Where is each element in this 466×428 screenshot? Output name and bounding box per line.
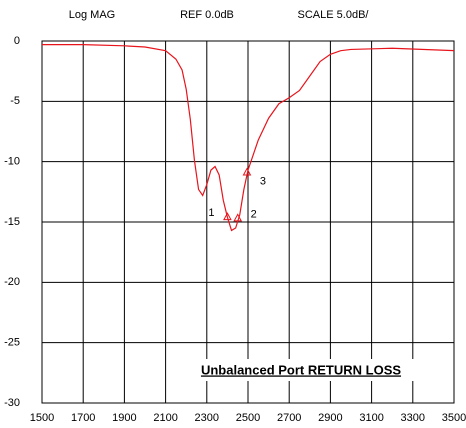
- x-tick-label: 1900: [112, 412, 136, 424]
- x-tick-label: 3100: [359, 412, 383, 424]
- y-tick-label: -20: [4, 276, 20, 288]
- plot-border: [41, 40, 455, 404]
- marker-label: 1: [208, 207, 214, 219]
- marker-label: 3: [260, 175, 266, 187]
- annotation-box: [178, 359, 424, 381]
- trace: [42, 44, 455, 232]
- x-tick-label: 1500: [30, 412, 54, 424]
- y-tick-label: -30: [4, 397, 20, 409]
- marker: [233, 213, 243, 222]
- x-tick-label: 2900: [318, 412, 342, 424]
- x-tick-label: 2300: [195, 412, 219, 424]
- x-tick-label: 2700: [277, 412, 301, 424]
- y-tick-label: -25: [4, 337, 20, 349]
- marker: [242, 167, 252, 176]
- annotation: Unbalanced Port RETURN LOSS: [201, 362, 401, 377]
- x-tick-label: 3500: [442, 412, 466, 424]
- header-mode: Log MAG: [69, 9, 115, 21]
- y-tick-label: -15: [4, 216, 20, 228]
- header-ref: REF 0.0dB: [180, 9, 234, 21]
- marker: [223, 212, 232, 221]
- marker-label: 2: [251, 208, 257, 220]
- y-tick-label: 0: [14, 35, 20, 47]
- y-tick-label: -5: [10, 95, 20, 107]
- y-tick-label: -10: [4, 156, 20, 168]
- x-tick-label: 2500: [236, 412, 260, 424]
- header-scale: SCALE 5.0dB/: [298, 9, 370, 21]
- x-tick-label: 2100: [153, 412, 177, 424]
- x-tick-label: 1700: [71, 412, 95, 424]
- x-tick-label: 3300: [401, 412, 425, 424]
